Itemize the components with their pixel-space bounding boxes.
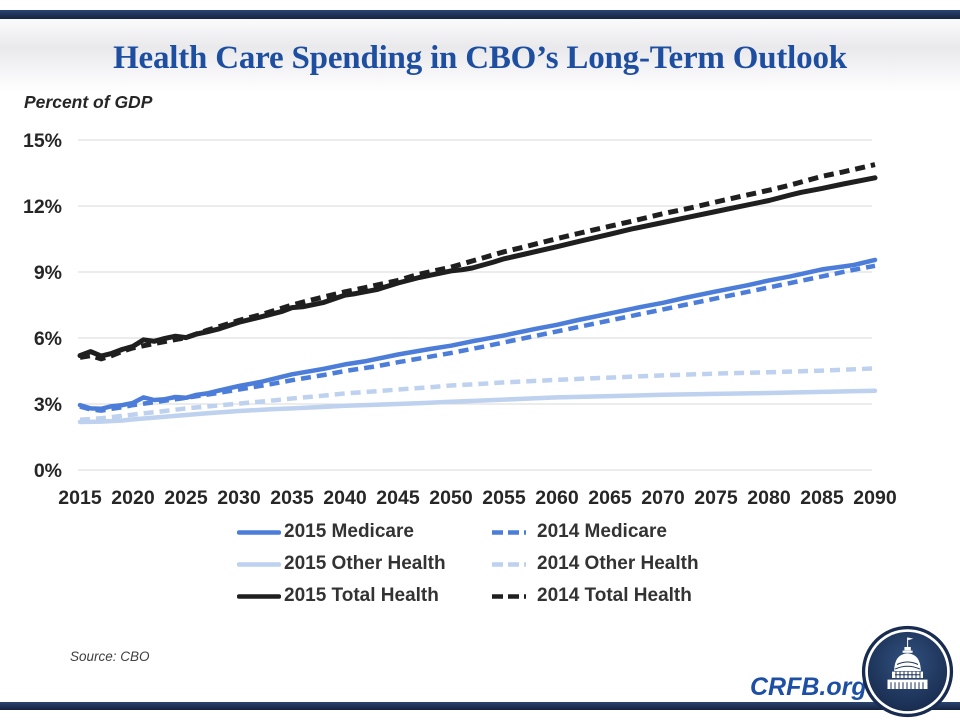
legend-swatch-solid-lightblue-icon (237, 561, 281, 567)
x-tick-label: 2030 (217, 487, 261, 509)
legend-item-2015-other-health: 2015 Other Health (237, 553, 490, 575)
spending-line-chart: 0% 3% 6% 9% 12% 15% 2015 2020 2025 2030 2035 2040 20… (23, 130, 897, 509)
x-tick-label: 2035 (270, 487, 314, 509)
x-tick-label: 2080 (747, 487, 791, 509)
crfb-capitol-logo (861, 625, 954, 718)
legend-label-2015-medicare: 2015 Medicare (284, 521, 414, 542)
series-line-2014-other-health (79, 366, 876, 423)
x-tick-label: 2025 (164, 487, 208, 509)
legend-swatch-dashed-lightblue-icon (492, 561, 532, 567)
series-line-2015-total-health (77, 175, 878, 359)
legend-swatch-dashed-blue-icon (492, 529, 532, 535)
x-tick-label: 2020 (111, 487, 155, 509)
legend-swatch-dashed-black-icon (492, 593, 532, 599)
bottom-accent-bar (0, 702, 960, 710)
x-tick-label: 2070 (641, 487, 685, 509)
header: Health Care Spending in CBO’s Long-Term … (0, 19, 960, 91)
legend-label-2015-other-health: 2015 Other Health (284, 553, 446, 574)
x-tick-label: 2055 (482, 487, 526, 509)
legend-item-2014-medicare: 2014 Medicare (490, 521, 699, 543)
top-accent-bar (0, 10, 960, 19)
series-line-2015-other-health (77, 388, 878, 425)
x-tick-label: 2075 (694, 487, 738, 509)
legend-swatch-solid-black-icon (237, 593, 281, 599)
series-line-2015-medicare (77, 257, 878, 412)
x-tick-label: 2085 (800, 487, 844, 509)
legend-label-2014-other-health: 2014 Other Health (537, 553, 699, 574)
x-tick-label: 2065 (588, 487, 632, 509)
x-tick-label: 2040 (323, 487, 367, 509)
series-line-2014-medicare (79, 263, 876, 413)
x-tick-label: 2060 (535, 487, 579, 509)
x-tick-label: 2090 (853, 487, 897, 509)
legend-label-2015-total-health: 2015 Total Health (284, 585, 439, 606)
capitol-dome-icon (861, 625, 954, 718)
legend-item-2015-medicare: 2015 Medicare (237, 521, 490, 543)
y-tick-label: 3% (34, 394, 62, 416)
legend-swatch-solid-blue-icon (237, 529, 281, 535)
legend-item-2014-other-health: 2014 Other Health (490, 553, 699, 575)
y-tick-label: 9% (34, 262, 62, 284)
x-tick-label: 2015 (58, 487, 102, 509)
crfb-wordmark: CRFB.org (750, 673, 867, 701)
page-title: Health Care Spending in CBO’s Long-Term … (113, 39, 847, 76)
y-axis-title: Percent of GDP (24, 92, 153, 112)
series-line-2014-total-health (79, 162, 876, 362)
legend-item-2015-total-health: 2015 Total Health (237, 585, 490, 607)
legend-label-2014-medicare: 2014 Medicare (537, 521, 667, 542)
chart-legend: 2015 Medicare 2014 Medicare 2015 Other H… (237, 521, 699, 607)
legend-label-2014-total-health: 2014 Total Health (537, 585, 692, 606)
y-tick-label: 0% (34, 460, 62, 482)
x-tick-label: 2045 (376, 487, 420, 509)
y-tick-label: 15% (23, 130, 62, 152)
x-tick-label: 2050 (429, 487, 473, 509)
y-tick-label: 12% (23, 196, 62, 218)
legend-item-2014-total-health: 2014 Total Health (490, 585, 699, 607)
y-tick-label: 6% (34, 328, 62, 350)
source-note: Source: CBO (70, 649, 150, 664)
